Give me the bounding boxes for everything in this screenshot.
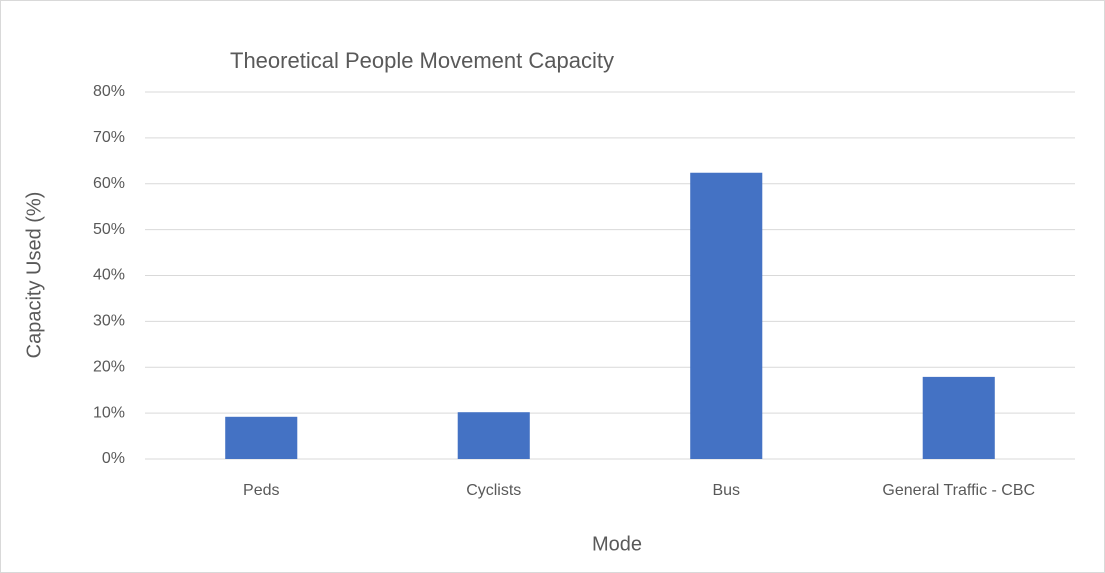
bar: [225, 416, 298, 459]
y-tick-label: 50%: [93, 221, 125, 238]
chart-title: Theoretical People Movement Capacity: [230, 48, 614, 73]
bar: [690, 172, 763, 460]
y-tick-label: 20%: [93, 358, 125, 375]
y-tick-label: 10%: [93, 404, 125, 421]
y-tick-label: 30%: [93, 313, 125, 330]
y-tick-label: 70%: [93, 129, 125, 146]
x-tick-label: Cyclists: [466, 482, 521, 499]
bar: [922, 376, 995, 459]
bar: [457, 412, 530, 459]
x-tick-label: Bus: [712, 482, 740, 499]
x-tick-label: Peds: [243, 482, 279, 499]
y-tick-label: 0%: [102, 450, 125, 467]
x-axis-label: Mode: [592, 533, 642, 555]
y-tick-label: 60%: [93, 175, 125, 192]
y-axis-label: Capacity Used (%): [23, 192, 45, 359]
y-tick-label: 80%: [93, 83, 125, 100]
y-tick-label: 40%: [93, 267, 125, 284]
x-tick-label: General Traffic - CBC: [882, 482, 1035, 499]
